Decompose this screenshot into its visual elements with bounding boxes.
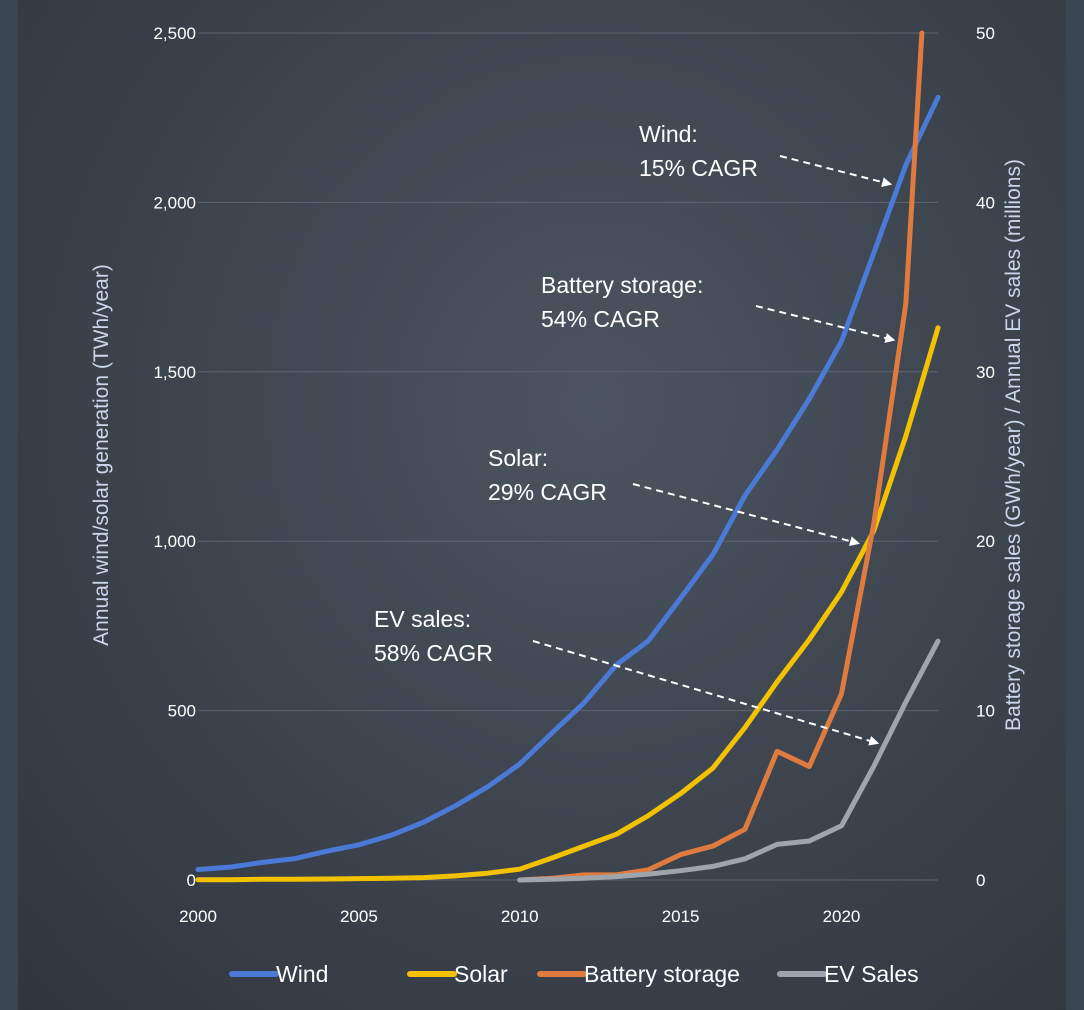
series-line-battery-storage	[517, 30, 925, 883]
annotation-line: EV sales:	[374, 606, 471, 632]
y-axis-left: 0 500 1,000 1,500 2,000 2,500	[153, 24, 196, 890]
y-left-tick-label: 1,500	[153, 363, 196, 382]
annotation-arrow	[632, 483, 860, 546]
annotation-text: Battery storage: 54% CAGR	[541, 272, 703, 332]
x-tick-label: 2020	[823, 907, 861, 926]
y-right-tick-label: 10	[976, 702, 995, 721]
series-line-wind	[195, 94, 941, 872]
y-right-tick-label: 30	[976, 363, 995, 382]
y-axis-right-title: Battery storage sales (GWh/year) / Annua…	[1002, 159, 1025, 731]
annotation-text: EV sales: 58% CAGR	[374, 606, 493, 666]
y-left-tick-label: 500	[168, 702, 196, 721]
y-right-tick-label: 50	[976, 24, 995, 43]
x-tick-label: 2015	[662, 907, 700, 926]
y-axis-right: 0 10 20 30 40 50	[976, 24, 995, 890]
chart-frame: 2000 2005 2010 2015 2020 0 500 1,000 1,500 2,000…	[18, 0, 1066, 1010]
series-line-solar	[195, 325, 941, 883]
annotation-line: Wind:	[639, 121, 698, 147]
annotation-text: Solar: 29% CAGR	[488, 445, 607, 505]
legend-label-wind: Wind	[276, 961, 328, 987]
annotation-arrow	[532, 640, 880, 746]
series-lines	[195, 30, 941, 883]
legend: Wind Solar Battery storage EV Sales	[229, 961, 919, 987]
annotation-text: Wind: 15% CAGR	[639, 121, 758, 181]
annotation-arrow	[779, 155, 893, 187]
x-tick-label: 2000	[179, 907, 217, 926]
y-right-tick-label: 20	[976, 532, 995, 551]
annotation-arrow	[755, 305, 896, 343]
x-tick-label: 2010	[501, 907, 539, 926]
y-left-tick-label: 1,000	[153, 532, 196, 551]
y-axis-left-title: Annual wind/solar generation (TWh/year)	[90, 264, 113, 646]
annotation-line: Solar:	[488, 445, 548, 471]
y-right-tick-label: 0	[976, 871, 985, 890]
legend-label-battery-storage: Battery storage	[584, 961, 740, 987]
y-left-tick-label: 0	[187, 871, 196, 890]
y-left-tick-label: 2,500	[153, 24, 196, 43]
y-right-tick-label: 40	[976, 193, 995, 212]
annotation-line: 58% CAGR	[374, 640, 493, 666]
annotation-line: 29% CAGR	[488, 479, 607, 505]
legend-label-ev-sales: EV Sales	[824, 961, 919, 987]
y-left-tick-label: 2,000	[153, 193, 196, 212]
annotation-line: 54% CAGR	[541, 306, 660, 332]
annotation-line: 15% CAGR	[639, 155, 758, 181]
x-axis: 2000 2005 2010 2015 2020	[179, 907, 860, 926]
annotations: Wind: 15% CAGR Battery storage: 54% CAGR Sol…	[374, 121, 896, 746]
series-line-ev-sales	[517, 638, 941, 883]
legend-label-solar: Solar	[454, 961, 508, 987]
grid-lines	[198, 32, 938, 881]
line-chart: 2000 2005 2010 2015 2020 05001,0001,5002,000…	[90, 24, 1025, 987]
annotation-line: Battery storage:	[541, 272, 703, 298]
x-tick-label: 2005	[340, 907, 378, 926]
